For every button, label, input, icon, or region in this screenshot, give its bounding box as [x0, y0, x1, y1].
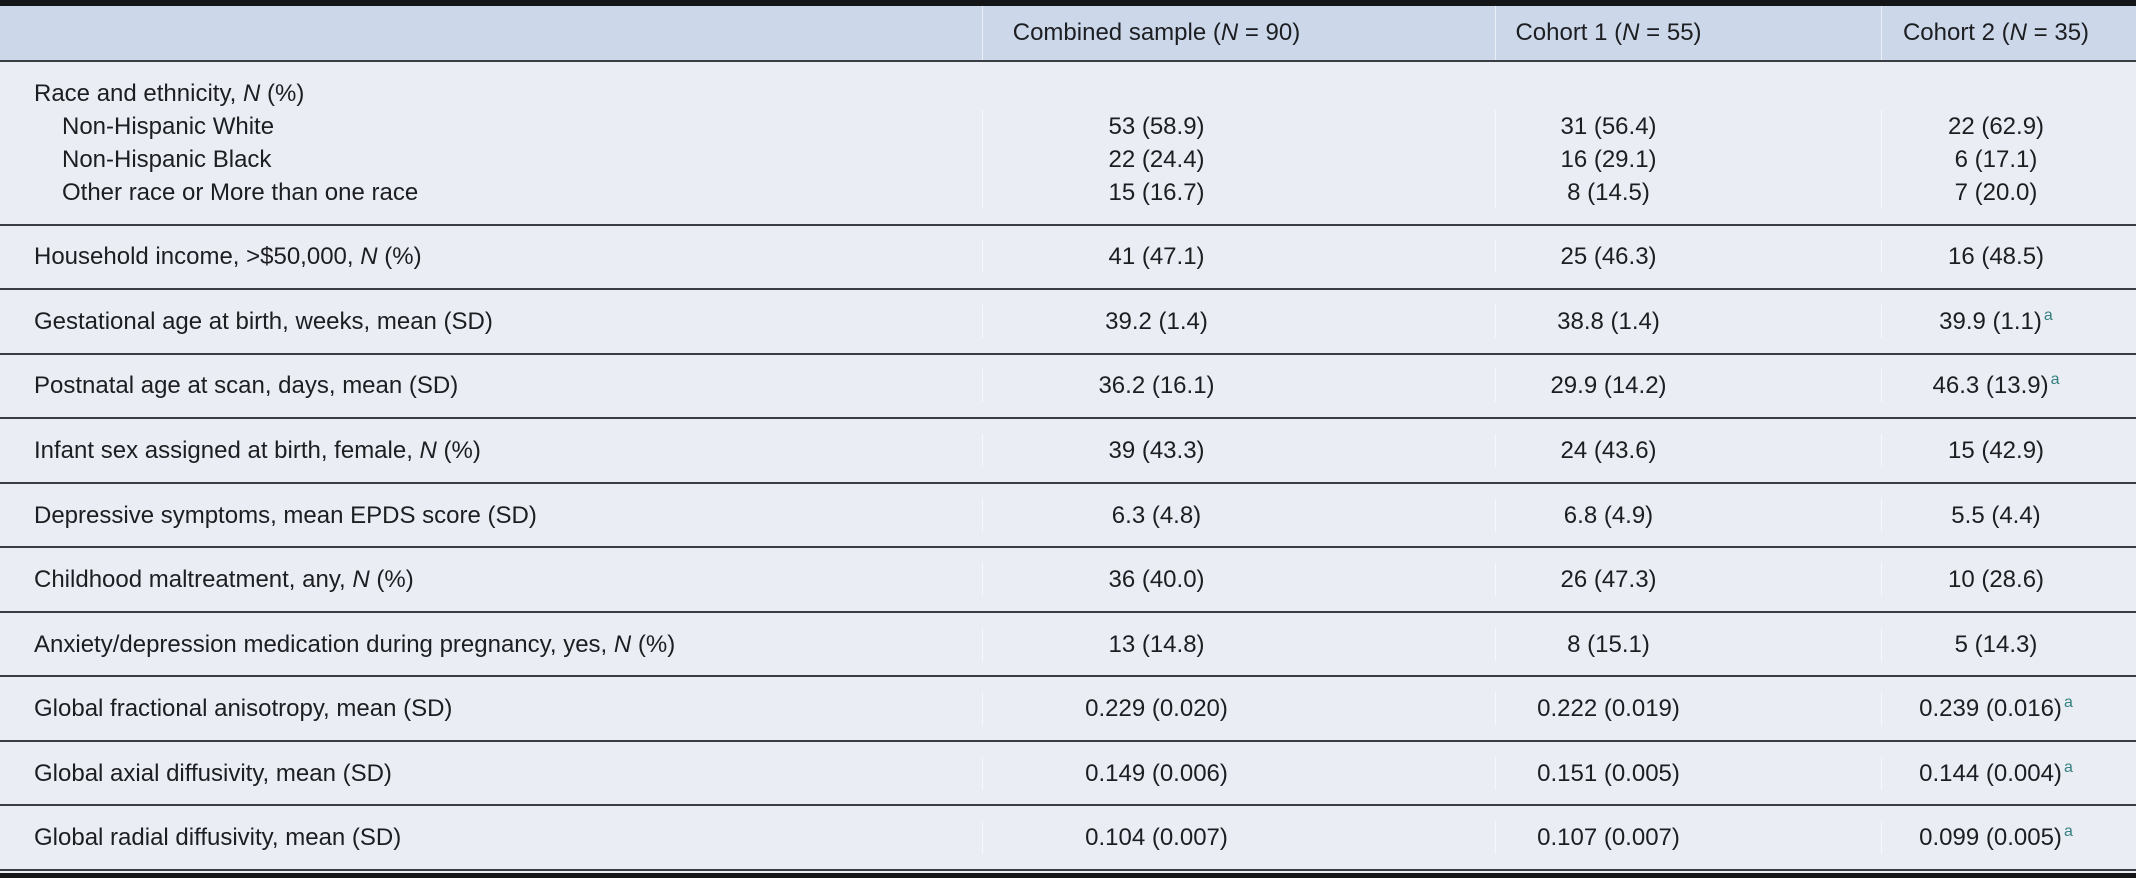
row-label: Household income, >$50,000, N (%): [34, 243, 422, 271]
italic-n: N: [613, 630, 632, 658]
value-cell: 31 (56.4): [1495, 109, 1881, 143]
table-row: Postnatal age at scan, days, mean (SD) 36…: [0, 369, 2136, 403]
value-cell: 53 (58.9): [982, 109, 1495, 143]
italic-n: N: [352, 566, 370, 594]
value-cell: 36.2 (16.1): [982, 369, 1495, 403]
significance-marker: a: [2063, 694, 2073, 712]
value-cell: 0.222 (0.019): [1495, 692, 1881, 726]
row-label: Global axial diffusivity, mean (SD): [34, 759, 392, 787]
value-cell: 0.099 (0.005) a: [1881, 821, 2136, 855]
row-label: Non-Hispanic Black: [62, 145, 272, 173]
table-row-group: Depressive symptoms, mean EPDS score (SD…: [0, 483, 2136, 549]
value-cell: 7 (20.0): [1881, 175, 2136, 209]
row-label: Global fractional anisotropy, mean (SD): [34, 695, 453, 723]
column-header-cohort-2: Cohort 2 (N = 35): [1881, 6, 2136, 60]
table-row: Non-Hispanic Black 22 (24.4) 16 (29.1) 6 (1…: [0, 142, 2136, 176]
row-label: Anxiety/depression medication during pre…: [34, 630, 676, 658]
value-cell: 26 (47.3): [1495, 563, 1881, 597]
table-row: Anxiety/depression medication during pre…: [0, 627, 2136, 661]
table-row-group: Global fractional anisotropy, mean (SD) 0…: [0, 677, 2136, 742]
value-cell: 0.107 (0.007): [1495, 821, 1881, 855]
value-cell: 38.8 (1.4): [1495, 304, 1881, 338]
value-cell: 8 (14.5): [1495, 175, 1881, 209]
table-row: Childhood maltreatment, any, N (%) 36 (40…: [0, 563, 2136, 597]
table-row: Household income, >$50,000, N (%) 41 (47.…: [0, 240, 2136, 274]
value-cell: 39.2 (1.4): [982, 304, 1495, 338]
value-cell: 36 (40.0): [982, 563, 1495, 597]
italic-n: N: [360, 243, 378, 271]
header-label-cell: [0, 21, 982, 45]
row-label: Other race or More than one race: [62, 178, 419, 206]
table-header-row: Combined sample (N = 90) Cohort 1 (N = 5…: [0, 6, 2136, 62]
value-cell: 24 (43.6): [1495, 433, 1881, 467]
table-row-group: Household income, >$50,000, N (%) 41 (47.…: [0, 225, 2136, 291]
table-row-group: Infant sex assigned at birth, female, N …: [0, 419, 2136, 484]
value-cell: 15 (42.9): [1881, 433, 2136, 467]
significance-marker: a: [2050, 371, 2060, 389]
value-cell: 5 (14.3): [1881, 627, 2136, 661]
table-row-group: Race and ethnicity, N (%) Non-Hispanic Wh…: [0, 62, 2136, 226]
value-cell: 16 (48.5): [1881, 240, 2136, 274]
table-row: Gestational age at birth, weeks, mean (S…: [0, 304, 2136, 338]
row-label: Global radial diffusivity, mean (SD): [34, 824, 402, 852]
value-cell: 46.3 (13.9) a: [1881, 369, 2136, 403]
value-cell: 10 (28.6): [1881, 563, 2136, 597]
value-cell: 0.104 (0.007): [982, 821, 1495, 855]
table-row-group: Global radial diffusivity, mean (SD) 0.10…: [0, 806, 2136, 872]
table-row: Depressive symptoms, mean EPDS score (SD…: [0, 498, 2136, 532]
table-row: Global axial diffusivity, mean (SD) 0.149…: [0, 756, 2136, 790]
row-label: Gestational age at birth, weeks, mean (S…: [34, 307, 493, 335]
row-label: Childhood maltreatment, any, N (%): [34, 566, 414, 594]
value-cell: 39.9 (1.1) a: [1881, 304, 2136, 338]
value-cell: 0.151 (0.005): [1495, 756, 1881, 790]
column-header-cohort-1: Cohort 1 (N = 55): [1495, 6, 1881, 60]
italic-n: N: [1220, 19, 1239, 46]
value-cell: 6.3 (4.8): [982, 498, 1495, 532]
value-cell: 29.9 (14.2): [1495, 369, 1881, 403]
italic-n: N: [1622, 19, 1640, 46]
table-row: Infant sex assigned at birth, female, N …: [0, 433, 2136, 467]
table-row-group: Postnatal age at scan, days, mean (SD) 36…: [0, 354, 2136, 420]
value-cell: 0.144 (0.004) a: [1881, 756, 2136, 790]
value-cell: 6.8 (4.9): [1495, 498, 1881, 532]
table-row-group: Anxiety/depression medication during pre…: [0, 612, 2136, 678]
row-label: Postnatal age at scan, days, mean (SD): [34, 372, 459, 400]
value-cell: 15 (16.7): [982, 175, 1495, 209]
significance-marker: a: [2063, 758, 2073, 776]
table-row-group: Global axial diffusivity, mean (SD) 0.149…: [0, 741, 2136, 807]
table-row: Race and ethnicity, N (%): [0, 77, 2136, 110]
value-cell: 22 (24.4): [982, 142, 1495, 176]
significance-marker: a: [2043, 306, 2053, 324]
value-cell: 8 (15.1): [1495, 627, 1881, 661]
table-row: Non-Hispanic White 53 (58.9) 31 (56.4) 22 (…: [0, 109, 2136, 143]
italic-n: N: [2009, 19, 2027, 46]
significance-marker: a: [2063, 823, 2073, 841]
column-header-combined-sample: Combined sample (N = 90): [982, 6, 1495, 60]
italic-n: N: [243, 79, 261, 107]
row-label: Non-Hispanic White: [62, 112, 275, 140]
value-cell: 25 (46.3): [1495, 240, 1881, 274]
value-cell: 5.5 (4.4): [1881, 498, 2136, 532]
value-cell: 6 (17.1): [1881, 142, 2136, 176]
value-cell: 13 (14.8): [982, 627, 1495, 661]
value-cell: 16 (29.1): [1495, 142, 1881, 176]
row-label: Infant sex assigned at birth, female, N …: [34, 436, 481, 464]
value-cell: 0.229 (0.020): [982, 692, 1495, 726]
value-cell: 41 (47.1): [982, 240, 1495, 274]
value-cell: 0.239 (0.016) a: [1881, 692, 2136, 726]
table-row: Global radial diffusivity, mean (SD) 0.10…: [0, 821, 2136, 855]
row-label: Race and ethnicity, N (%): [34, 79, 305, 107]
value-cell: 0.149 (0.006): [982, 756, 1495, 790]
table-row-group: Childhood maltreatment, any, N (%) 36 (40…: [0, 548, 2136, 613]
value-cell: 39 (43.3): [982, 433, 1495, 467]
table-row: Other race or More than one race 15 (16.7…: [0, 175, 2136, 209]
table-body: Race and ethnicity, N (%) Non-Hispanic Wh…: [0, 62, 2136, 873]
value-cell: 22 (62.9): [1881, 109, 2136, 143]
table-row-group: Gestational age at birth, weeks, mean (S…: [0, 290, 2136, 355]
row-label: Depressive symptoms, mean EPDS score (SD…: [34, 501, 537, 529]
table-row: Global fractional anisotropy, mean (SD) 0…: [0, 692, 2136, 726]
italic-n: N: [419, 436, 437, 464]
